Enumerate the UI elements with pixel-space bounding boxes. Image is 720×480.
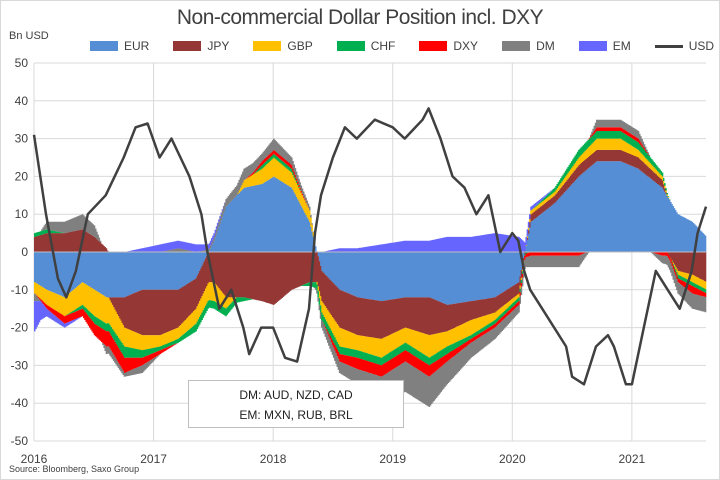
y-tick-label: 50	[15, 56, 29, 70]
area-series-jpy	[34, 149, 707, 339]
y-tick-label: -50	[11, 434, 29, 448]
legend-label: JPY	[207, 39, 230, 53]
area-series-gbp	[34, 138, 707, 358]
legend-swatch	[173, 41, 202, 51]
legend-label: DXY	[453, 39, 479, 53]
x-tick-label: 2020	[499, 452, 526, 466]
legend-item-dm: DM	[502, 38, 555, 54]
y-tick-label: -20	[11, 321, 29, 335]
legend-item-gbp: GBP	[253, 38, 313, 54]
area-series-dm	[34, 119, 707, 407]
legend-label: GBP	[287, 39, 313, 53]
y-tick-label: -10	[11, 283, 29, 297]
legend-label: EM	[612, 39, 631, 53]
annotation-box: DM: AUD, NZD, CAD EM: MXN, RUB, BRL	[188, 380, 404, 428]
legend-item-chf: CHF	[336, 38, 396, 54]
area-series-eur	[34, 161, 707, 305]
y-tick-label: 20	[15, 169, 29, 183]
legend-label: USD	[688, 39, 715, 53]
y-tick-label: -40	[11, 396, 29, 410]
y-tick-label: 0	[21, 245, 28, 259]
y-tick-label: 40	[15, 94, 29, 108]
x-tick-label: 2016	[21, 452, 48, 466]
legend-label: DM	[536, 39, 555, 53]
legend: EUR JPY GBP CHF DXY DM EM USD	[90, 38, 720, 54]
annotation-em: EM: MXN, RUB, BRL	[239, 408, 353, 422]
y-axis-label: Bn USD	[9, 30, 49, 42]
legend-item-jpy: JPY	[173, 38, 229, 54]
source-note: Source: Bloomberg, Saxo Group	[9, 464, 140, 474]
x-tick-label: 2018	[260, 452, 287, 466]
legend-label: CHF	[370, 39, 396, 53]
line-series-usd	[32, 107, 708, 386]
x-tick-label: 2017	[140, 452, 167, 466]
legend-line	[654, 44, 683, 48]
x-tick-label: 2019	[379, 452, 406, 466]
legend-swatch	[253, 41, 282, 51]
legend-item-eur: EUR	[90, 38, 149, 54]
y-tick-label: 10	[15, 207, 29, 221]
legend-swatch	[578, 41, 607, 51]
legend-swatch	[419, 41, 448, 51]
legend-item-em: EM	[578, 38, 631, 54]
legend-swatch	[90, 41, 118, 51]
legend-label: EUR	[124, 39, 150, 53]
legend-swatch	[336, 41, 365, 51]
y-tick-label: -30	[11, 358, 29, 372]
legend-item-dxy: DXY	[419, 38, 478, 54]
annotation-dm: DM: AUD, NZD, CAD	[239, 388, 353, 402]
chart-title: Non-commercial Dollar Position incl. DXY	[176, 6, 544, 29]
y-tick-label: 30	[15, 132, 29, 146]
legend-swatch	[502, 41, 531, 51]
x-tick-label: 2021	[619, 452, 646, 466]
legend-item-usd: USD	[654, 38, 715, 54]
